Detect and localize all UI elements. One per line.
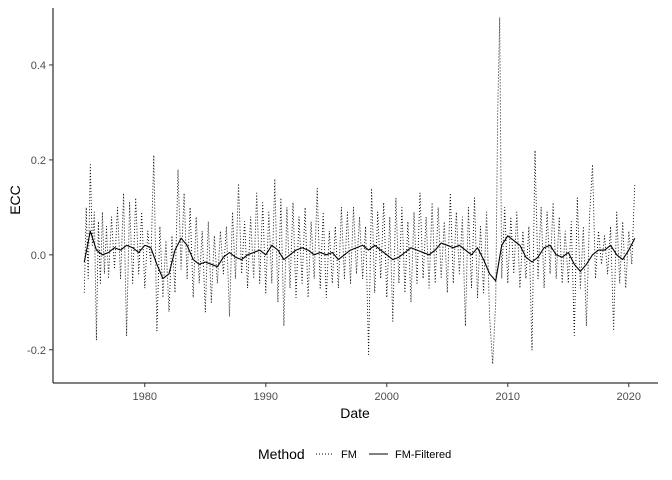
x-tick-label: 1980 xyxy=(133,391,157,403)
legend-label-fm-filtered: FM-Filtered xyxy=(395,449,451,461)
y-tick-label: 0.0 xyxy=(31,250,46,262)
x-axis-title: Date xyxy=(340,405,370,421)
plot-lines xyxy=(83,17,636,365)
legend-title: Method xyxy=(258,446,305,462)
y-tick-label: 0.4 xyxy=(31,60,46,72)
y-tick-label: 0.2 xyxy=(31,155,46,167)
legend: Method FM FM-Filtered xyxy=(258,446,451,462)
x-tick-label: 1990 xyxy=(254,391,278,403)
y-tick-label: -0.2 xyxy=(27,345,46,357)
y-axis-ticks: -0.2 0.0 0.2 0.4 xyxy=(27,60,53,357)
x-tick-label: 2020 xyxy=(617,391,641,403)
series-line-fm xyxy=(83,17,636,365)
legend-label-fm: FM xyxy=(341,449,357,461)
x-axis-ticks: 1980 1990 2000 2010 2020 xyxy=(133,383,641,403)
series-line-fm-filtered xyxy=(83,230,636,282)
y-axis-title: ECC xyxy=(7,185,23,215)
x-tick-label: 2000 xyxy=(375,391,399,403)
x-tick-label: 2010 xyxy=(496,391,520,403)
